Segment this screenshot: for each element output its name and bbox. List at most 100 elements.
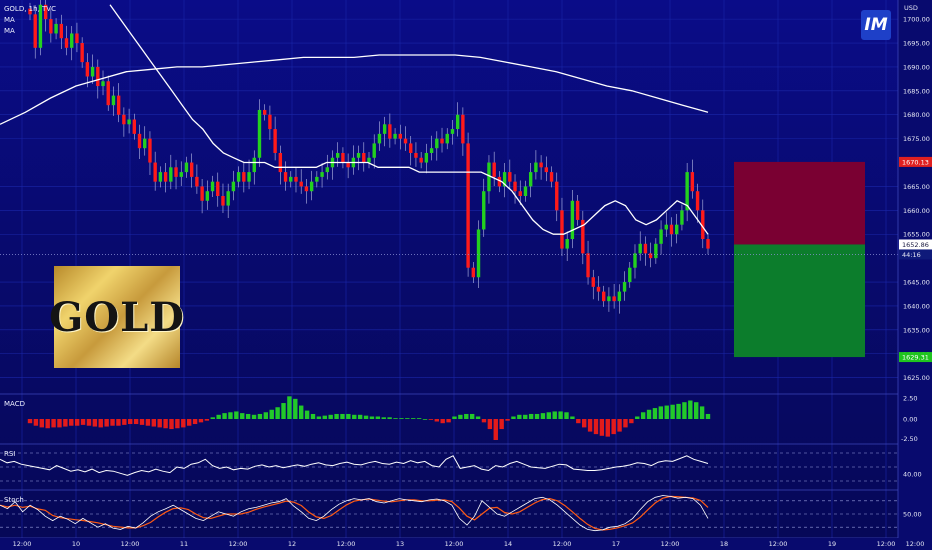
macd-bar bbox=[546, 412, 552, 419]
candle-body bbox=[513, 181, 517, 192]
price-tick: 1635.00 bbox=[903, 326, 930, 334]
time-axis-bg bbox=[0, 538, 898, 550]
candle-body bbox=[591, 277, 595, 287]
macd-bar bbox=[523, 414, 528, 419]
macd-bar bbox=[269, 409, 274, 419]
candle-body bbox=[195, 176, 199, 187]
gold-watermark: GOLD bbox=[49, 266, 184, 368]
candle-body bbox=[638, 243, 642, 254]
price-axis-bg bbox=[898, 0, 932, 550]
candle-body bbox=[539, 162, 543, 168]
macd-bar bbox=[446, 419, 451, 423]
candle-body bbox=[367, 157, 371, 163]
rsi-line bbox=[0, 455, 709, 476]
candle-body bbox=[96, 66, 100, 87]
macd-bar bbox=[369, 416, 375, 419]
candle-body bbox=[299, 181, 303, 187]
macd-bar bbox=[340, 413, 345, 419]
macd-bar bbox=[694, 402, 699, 419]
time-tick: 18 bbox=[720, 540, 728, 548]
candle-body bbox=[455, 114, 460, 130]
macd-bar bbox=[487, 419, 493, 430]
candle-body bbox=[664, 224, 668, 230]
candle-body bbox=[205, 191, 210, 201]
price-tick: 1695.00 bbox=[903, 40, 930, 48]
macd-bar bbox=[469, 413, 475, 419]
candle-body bbox=[236, 172, 241, 182]
price-tick: 1665.00 bbox=[903, 183, 930, 191]
macd-bar bbox=[664, 405, 669, 419]
countdown-label-bg bbox=[899, 249, 932, 260]
price-tick: 1675.00 bbox=[903, 135, 930, 143]
candle-body bbox=[294, 176, 298, 182]
candle-body bbox=[336, 152, 340, 158]
position-zones[interactable] bbox=[734, 161, 865, 358]
macd-bar bbox=[299, 405, 304, 419]
macd-bar bbox=[151, 419, 157, 427]
candle-body bbox=[38, 4, 43, 48]
macd-bar bbox=[375, 416, 381, 419]
time-tick: 11 bbox=[180, 540, 188, 548]
candle-body bbox=[273, 129, 277, 153]
candle-body bbox=[127, 119, 131, 125]
macd-bar bbox=[57, 419, 62, 428]
macd-bar bbox=[587, 419, 593, 432]
stoch-tick: 50.00 bbox=[903, 511, 922, 519]
candle-body bbox=[409, 143, 413, 153]
rsi-panel-label: RSI bbox=[4, 450, 16, 458]
macd-bar bbox=[452, 416, 457, 419]
time-tick: 12:00 bbox=[906, 540, 925, 548]
candle-body bbox=[601, 291, 606, 302]
currency-label: USD bbox=[904, 4, 918, 12]
macd-bar bbox=[157, 419, 162, 428]
macd-bar bbox=[310, 413, 316, 419]
symbol-header: GOLD, 1h, TVC bbox=[4, 5, 56, 13]
candle-body bbox=[137, 133, 142, 149]
candle-body bbox=[570, 200, 575, 240]
last-price-label-bg bbox=[899, 239, 932, 250]
time-tick: 14 bbox=[504, 540, 512, 548]
price-tick: 1690.00 bbox=[903, 63, 930, 71]
macd-bar bbox=[45, 419, 50, 429]
candle-body bbox=[231, 181, 236, 192]
macd-bar bbox=[552, 411, 557, 419]
macd-bar bbox=[387, 417, 392, 419]
take-profit-zone bbox=[734, 244, 865, 358]
macd-tick: -2.50 bbox=[901, 435, 918, 443]
time-tick: 12:00 bbox=[13, 540, 32, 548]
candle-body bbox=[101, 81, 105, 87]
candle-body bbox=[70, 33, 74, 48]
candle-body bbox=[320, 172, 324, 177]
price-tick: 1680.00 bbox=[903, 111, 930, 119]
macd-bar bbox=[293, 398, 298, 419]
macd-bar bbox=[198, 419, 204, 423]
candle-body bbox=[143, 138, 147, 149]
candle-body bbox=[669, 224, 674, 235]
price-tick: 1685.00 bbox=[903, 87, 930, 95]
time-tick: 10 bbox=[72, 540, 80, 548]
candles bbox=[28, 0, 710, 314]
macd-bar bbox=[699, 406, 705, 419]
stop-price-label-bg bbox=[899, 156, 932, 167]
time-tick: 17 bbox=[612, 540, 620, 548]
macd-bar bbox=[688, 400, 693, 419]
macd-bar bbox=[705, 413, 711, 419]
candle-body bbox=[596, 286, 601, 292]
ma-legend-1: MA bbox=[4, 16, 15, 24]
macd-bar bbox=[74, 419, 80, 426]
macd-bar bbox=[564, 412, 569, 419]
candle-body bbox=[518, 191, 522, 196]
macd-bar bbox=[576, 419, 581, 424]
macd-bar bbox=[104, 419, 109, 427]
candle-body bbox=[189, 162, 194, 177]
im-logo: IM bbox=[861, 10, 891, 40]
candle-body bbox=[174, 167, 178, 177]
time-tick: 12:00 bbox=[445, 540, 464, 548]
candle-body bbox=[33, 14, 37, 48]
macd-bar bbox=[204, 419, 210, 421]
macd-bar bbox=[33, 419, 39, 426]
macd-bar bbox=[670, 404, 675, 419]
candle-body bbox=[80, 43, 84, 63]
moving-average-slow bbox=[0, 54, 709, 125]
macd-bar bbox=[27, 419, 33, 424]
